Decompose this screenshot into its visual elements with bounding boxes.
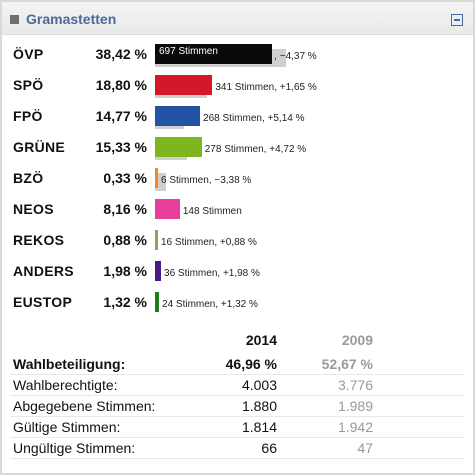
stats-row: Ungültige Stimmen: 66 47 [2,438,473,458]
previous-result-bar [155,173,167,191]
votes-label: 278 Stimmen, +4,72 % [204,144,307,155]
party-row: BZÖ 0,33 % 6 Stimmen, −3,38 % [2,166,473,192]
party-name: SPÖ [13,77,44,93]
stats-header-row: 2014 2009 [2,330,473,350]
party-row: GRÜNE 15,33 % 278 Stimmen, +4,72 % [2,135,473,161]
stats-row: Gültige Stimmen: 1.814 1.942 [2,417,473,437]
stats-value-2009: 52,67 % [321,356,373,372]
votes-label: 148 Stimmen [182,206,242,217]
vote-share-bar [155,230,158,250]
stats-value-2014: 66 [261,440,277,456]
party-percent: 8,16 % [103,201,147,217]
stats-divider [10,458,465,459]
stats-divider [10,395,465,396]
year-2009-header: 2009 [341,332,373,348]
stats-value-2009: 3.776 [337,377,373,393]
votes-label: 6 Stimmen, −3,38 % [161,175,252,186]
stats-label: Wahlbeteiligung: [13,356,126,372]
votes-label: 16 Stimmen, +0,88 % [161,237,257,248]
stats-divider [10,374,465,375]
stats-row: Wahlberechtigte: 4.003 3.776 [2,375,473,395]
vote-share-bar [155,199,180,219]
vote-share-bar [155,168,158,188]
party-name: ÖVP [13,46,44,62]
party-row: NEOS 8,16 % 148 Stimmen [2,197,473,223]
stats-value-2014: 1.880 [241,398,277,414]
vote-share-bar [155,292,160,312]
party-percent: 1,98 % [103,263,147,279]
party-row: REKOS 0,88 % 16 Stimmen, +0,88 % [2,228,473,254]
stats-row: Wahlbeteiligung: 46,96 % 52,67 % [2,354,473,374]
party-percent: 0,33 % [103,170,147,186]
municipality-title: Gramastetten [26,11,117,27]
stats-value-2009: 47 [357,440,373,456]
party-row: SPÖ 18,80 % 341 Stimmen, +1,65 % [2,73,473,99]
party-name: REKOS [13,232,65,248]
stats-divider [10,437,465,438]
votes-label: 268 Stimmen, +5,14 % [203,113,305,124]
party-percent: 14,77 % [95,108,147,124]
party-name: NEOS [13,201,54,217]
votes-label: 24 Stimmen, +1,32 % [162,299,258,310]
vote-share-bar [155,106,201,126]
stats-value-2014: 46,96 % [225,356,277,372]
vote-share-bar [155,137,202,157]
stats-row: Abgegebene Stimmen: 1.880 1.989 [2,396,473,416]
stats-value-2009: 1.989 [337,398,373,414]
party-percent: 38,42 % [95,46,147,62]
party-name: ANDERS [13,263,74,279]
party-row: ANDERS 1,98 % 36 Stimmen, +1,98 % [2,259,473,285]
votes-label: 36 Stimmen, +1,98 % [164,268,260,279]
votes-label: 341 Stimmen, +1,65 % [215,82,317,93]
party-name: GRÜNE [13,139,66,155]
party-name: BZÖ [13,170,44,186]
vote-share-bar [155,75,213,95]
party-row: ÖVP 38,42 % 697 Stimmen , −4,37 % [2,42,473,68]
stats-value-2014: 4.003 [241,377,277,393]
widget-header: Gramastetten [2,2,473,35]
stats-label: Ungültige Stimmen: [13,440,136,456]
stats-divider [10,416,465,417]
party-percent: 0,88 % [103,232,147,248]
change-label: , −4,37 % [274,51,317,62]
party-name: EUSTOP [13,294,73,310]
stats-label: Gültige Stimmen: [13,419,121,435]
party-row: EUSTOP 1,32 % 24 Stimmen, +1,32 % [2,290,473,316]
vote-share-bar [155,261,162,281]
year-2014-header: 2014 [245,332,277,348]
party-percent: 15,33 % [95,139,147,155]
party-percent: 18,80 % [95,77,147,93]
stats-value-2009: 1.942 [337,419,373,435]
party-row: FPÖ 14,77 % 268 Stimmen, +5,14 % [2,104,473,130]
votes-label: 697 Stimmen [159,46,218,57]
stats-label: Abgegebene Stimmen: [13,398,156,414]
stats-value-2014: 1.814 [241,419,277,435]
square-bullet-icon [10,15,19,24]
vote-share-bar [155,44,273,64]
minimize-icon[interactable] [451,14,463,26]
party-percent: 1,32 % [103,294,147,310]
party-name: FPÖ [13,108,43,124]
stats-label: Wahlberechtigte: [13,377,118,393]
